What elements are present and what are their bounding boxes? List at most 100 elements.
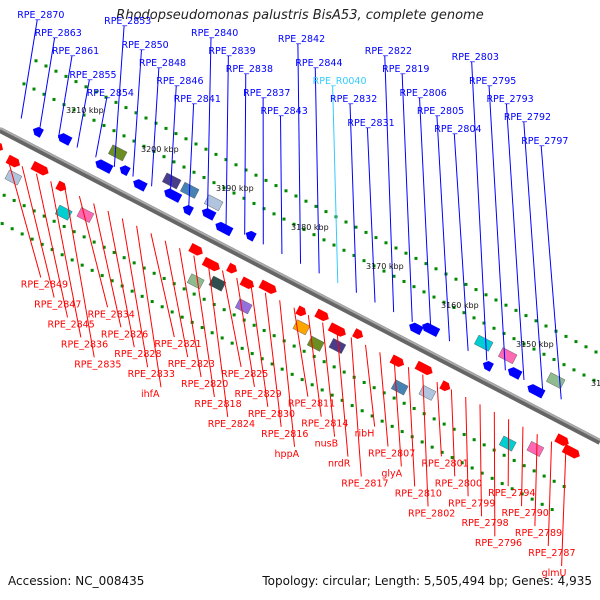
gene-label-bottom: RPE_2834 [88,309,135,320]
gene-label-bottom: RPE_2801 [421,458,468,469]
scale-tick [504,303,508,307]
forward-gene-arrow-shape [327,322,346,337]
gene-label-top: RPE_2840 [191,28,238,39]
gene-label-bottom: RPE_2799 [448,498,495,509]
reverse-gene-arrow-shape [507,367,523,380]
gene-label-bottom: RPE_2824 [208,419,255,430]
scale-tick [572,368,576,372]
reverse-gene-arrow [133,179,148,192]
bottom-label-leader [365,344,376,427]
scale-tick [50,248,54,252]
reverse-gene-arrow-shape [95,159,114,174]
scale-tick [102,245,106,249]
cog-box-lower [328,338,347,354]
scale-tick [384,241,388,245]
scale-tick [80,263,84,267]
gene-label-bottom: RPE_2845 [48,319,95,330]
cog-box-lower-rect [306,335,325,352]
scale-tick [252,201,256,205]
scale-tick [360,409,364,413]
scale-tick [320,388,324,392]
gene-label-top: RPE_2797 [521,136,568,147]
scale-tick [500,482,504,486]
forward-gene-arrow-shape [5,154,21,168]
top-label-leader [419,97,432,332]
forward-gene-arrow [0,141,4,152]
bottom-label-leader [521,426,524,507]
forward-gene-arrow [226,262,238,274]
top-label-leader [453,133,469,351]
gene-label-bottom: RPE_2790 [502,508,549,519]
genome-summary-text: Topology: circular; Length: 5,505,494 bp… [262,574,592,588]
scale-tick [542,474,546,478]
forward-gene-arrow [188,243,203,256]
forward-gene-arrow-shape [295,305,307,317]
scale-tick [30,237,34,241]
forward-gene-arrow [239,276,255,290]
scale-tick [310,383,314,387]
scale-tick [532,469,536,473]
bottom-label-leader [136,225,162,388]
forward-gene-arrow-shape [352,328,364,339]
scale-tick [494,298,498,302]
scale-tick [314,204,318,208]
forward-gene-arrow [258,279,277,295]
reverse-gene-arrow [164,188,183,203]
scale-tick [142,144,146,148]
gene-label-bottom: RPE_2787 [528,548,575,559]
scale-tick [202,175,206,179]
scale-tick [154,121,158,125]
cog-box-lower [234,298,253,315]
scale-tick [382,269,386,273]
top-label-leader [523,121,544,390]
scale-tick [272,212,276,216]
scale-tick [260,357,264,361]
forward-gene-arrow [314,308,329,322]
cog-box-upper-rect [108,144,128,162]
top-label-leader [297,43,302,264]
gene-label-bottom: RPE_2820 [181,379,228,390]
scale-tick [160,305,164,309]
top-label-leader [401,73,413,322]
scale-tick [202,297,206,301]
scale-tick [92,118,96,122]
scale-tick [472,316,476,320]
forward-gene-arrow-shape [30,161,49,176]
reverse-gene-arrow [245,230,257,242]
scale-tick [94,90,98,94]
scale-tick [592,378,596,382]
bottom-label-leader [350,337,362,477]
cog-box-lower [208,275,227,292]
scale-tick [414,256,418,260]
cog-box-upper [108,144,128,162]
gene-label-bottom: hppA [275,449,300,460]
scale-tick [200,326,204,330]
scale-label: 3160 kbp [441,301,479,310]
forward-gene-arrow-shape [439,380,451,392]
scale-tick [300,378,304,382]
scale-tick [482,321,486,325]
scale-tick [132,261,136,265]
reverse-gene-arrow [507,367,523,380]
gene-label-bottom: RPE_2814 [301,419,348,430]
scale-tick [130,289,134,293]
gene-label-bottom: RPE_2811 [288,399,335,410]
reverse-gene-arrow-shape [164,188,183,203]
scale-tick [122,256,126,260]
bottom-label-leader [534,434,538,527]
gene-label-top: RPE_2831 [347,118,394,129]
scale-tick [20,232,24,236]
bottom-label-leader [393,359,402,467]
scale-tick [584,345,588,349]
scale-tick [574,340,578,344]
gene-label-bottom: RPE_2821 [154,339,201,350]
scale-tick [400,430,404,434]
cog-box-lower [498,435,517,452]
cog-box-upper-rect [498,347,518,365]
gene-label-bottom: RPE_2829 [234,389,281,400]
scale-label: 3200 kbp [141,145,179,154]
scale-tick [222,308,226,312]
forward-gene-arrow [327,322,346,337]
top-label-leader [471,61,488,361]
scale-tick [304,199,308,203]
